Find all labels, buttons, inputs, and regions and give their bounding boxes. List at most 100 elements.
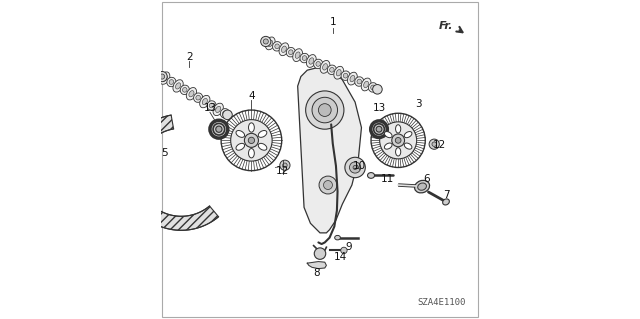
Ellipse shape (295, 52, 300, 58)
Circle shape (371, 121, 387, 137)
Circle shape (312, 97, 337, 123)
Ellipse shape (335, 235, 340, 240)
Ellipse shape (159, 72, 170, 84)
Ellipse shape (273, 41, 282, 51)
Ellipse shape (385, 131, 392, 138)
Ellipse shape (268, 40, 273, 47)
Ellipse shape (404, 131, 412, 138)
Circle shape (319, 176, 337, 194)
Text: 4: 4 (248, 91, 255, 101)
Text: 9: 9 (346, 242, 352, 252)
Ellipse shape (266, 37, 275, 50)
Circle shape (376, 126, 382, 132)
Ellipse shape (404, 143, 412, 149)
Circle shape (306, 91, 344, 129)
Circle shape (349, 162, 361, 173)
Ellipse shape (207, 101, 216, 110)
Ellipse shape (314, 59, 323, 69)
Text: Fr.: Fr. (439, 21, 453, 31)
Ellipse shape (200, 95, 210, 108)
Ellipse shape (236, 130, 244, 137)
Ellipse shape (396, 125, 401, 133)
Ellipse shape (209, 103, 214, 108)
Circle shape (392, 134, 404, 147)
Ellipse shape (157, 71, 167, 82)
Ellipse shape (336, 70, 341, 76)
Ellipse shape (275, 44, 279, 49)
Text: 1: 1 (330, 17, 336, 27)
Circle shape (319, 104, 331, 116)
Ellipse shape (367, 173, 374, 178)
Polygon shape (298, 67, 362, 233)
Ellipse shape (343, 73, 348, 78)
Ellipse shape (341, 71, 350, 80)
Ellipse shape (443, 199, 449, 205)
Text: 3: 3 (415, 99, 422, 109)
Ellipse shape (216, 106, 221, 113)
Ellipse shape (292, 49, 303, 62)
Circle shape (248, 137, 255, 144)
Circle shape (230, 120, 272, 161)
Ellipse shape (289, 50, 293, 55)
Ellipse shape (369, 83, 378, 92)
Circle shape (244, 133, 259, 147)
Ellipse shape (175, 83, 180, 89)
Ellipse shape (236, 143, 244, 150)
Circle shape (432, 142, 436, 146)
Circle shape (429, 139, 439, 149)
Ellipse shape (327, 65, 337, 75)
Ellipse shape (259, 130, 267, 137)
Polygon shape (307, 262, 326, 269)
Circle shape (380, 122, 417, 159)
Ellipse shape (248, 149, 254, 158)
Text: 5: 5 (161, 148, 168, 158)
Text: 13: 13 (372, 103, 386, 114)
Ellipse shape (159, 74, 164, 79)
Ellipse shape (223, 111, 227, 116)
Ellipse shape (167, 77, 176, 87)
Circle shape (210, 120, 228, 138)
Circle shape (323, 181, 332, 189)
Ellipse shape (348, 72, 357, 85)
Ellipse shape (286, 48, 295, 57)
Ellipse shape (213, 103, 223, 115)
Text: SZA4E1100: SZA4E1100 (418, 298, 466, 307)
Ellipse shape (162, 75, 167, 81)
Circle shape (283, 163, 287, 167)
Ellipse shape (220, 108, 229, 118)
Circle shape (353, 166, 357, 169)
Ellipse shape (169, 80, 173, 84)
Circle shape (396, 137, 401, 143)
Ellipse shape (300, 53, 309, 63)
Ellipse shape (372, 85, 382, 94)
Ellipse shape (196, 95, 200, 100)
Ellipse shape (385, 143, 392, 149)
Ellipse shape (202, 99, 207, 105)
Circle shape (374, 124, 385, 135)
Ellipse shape (396, 148, 401, 156)
Text: 11: 11 (380, 174, 394, 184)
Ellipse shape (323, 64, 328, 70)
Ellipse shape (260, 36, 271, 47)
Text: 10: 10 (353, 161, 367, 171)
Text: 12: 12 (276, 166, 289, 176)
Ellipse shape (279, 43, 289, 56)
Ellipse shape (282, 46, 286, 52)
Ellipse shape (307, 55, 316, 67)
Ellipse shape (193, 93, 203, 102)
Text: 2: 2 (186, 52, 193, 63)
Ellipse shape (371, 85, 375, 90)
Circle shape (340, 247, 347, 254)
Polygon shape (123, 115, 218, 230)
Circle shape (280, 160, 290, 170)
Ellipse shape (182, 87, 187, 92)
Text: 12: 12 (433, 140, 446, 150)
Ellipse shape (330, 67, 334, 72)
Ellipse shape (189, 91, 194, 97)
Ellipse shape (334, 66, 344, 79)
Ellipse shape (361, 78, 371, 91)
Ellipse shape (263, 39, 268, 44)
Ellipse shape (259, 143, 267, 150)
Circle shape (216, 126, 222, 132)
Circle shape (314, 248, 326, 259)
